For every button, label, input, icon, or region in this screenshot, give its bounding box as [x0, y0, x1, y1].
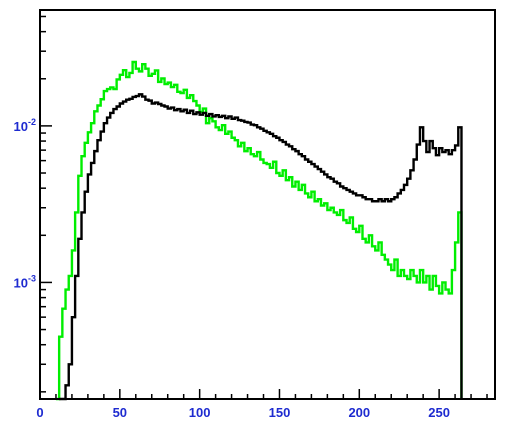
x-axis-ticks: 0 50 100 150 200 250	[36, 389, 488, 420]
x-tick-label: 0	[36, 405, 43, 420]
series-line-2	[59, 93, 463, 401]
x-tick-label: 50	[113, 405, 127, 420]
series-layer	[55, 60, 463, 401]
x-tick-label: 150	[269, 405, 291, 420]
y-tick-label: 10-3	[14, 273, 36, 290]
x-tick-label: 250	[428, 405, 450, 420]
y-axis-ticks: 10-2 10-3	[14, 15, 52, 393]
x-tick-label: 200	[348, 405, 370, 420]
x-tick-label: 100	[189, 405, 211, 420]
series-line-1	[55, 60, 463, 401]
y-tick-label: 10-2	[14, 117, 36, 134]
plot-frame	[39, 9, 496, 400]
